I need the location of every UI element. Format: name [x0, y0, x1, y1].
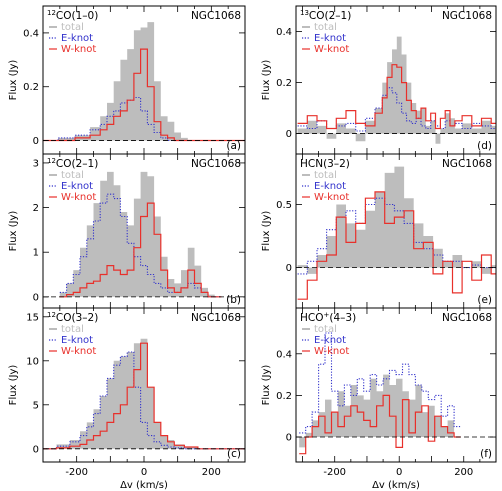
- source-name: NGC1068: [442, 312, 492, 324]
- y-axis-label: Flux (Jy): [261, 211, 272, 252]
- series-E-knot: [299, 332, 461, 434]
- y-tick-label: 10: [26, 356, 39, 367]
- axes-frame: [295, 307, 497, 463]
- legend-label-W-knot: W-knot: [61, 44, 96, 55]
- panel-label: (c): [227, 448, 241, 460]
- legend-label-total: total: [314, 170, 337, 181]
- x-tick-label: 0: [141, 467, 147, 478]
- y-tick-label: 0.5: [276, 200, 292, 211]
- series-total: [43, 22, 245, 141]
- series-total: [297, 166, 496, 274]
- series-total: [297, 36, 496, 144]
- legend-label-E-knot: E-knot: [61, 181, 93, 192]
- legend-label-W-knot: W-knot: [61, 346, 96, 357]
- panel-d: 0 0.2 0.4 Flux (Jy) 13CO(2–1) NGC1068 (d) total…: [261, 5, 497, 155]
- legend-label-total: total: [314, 22, 337, 33]
- series-W-knot: [299, 394, 461, 455]
- x-tick-label: 0: [396, 467, 402, 478]
- series-W-knot: [297, 64, 496, 130]
- y-tick-label: 2: [33, 203, 39, 214]
- plot-area: [43, 171, 245, 298]
- x-tick-label: 200: [202, 467, 221, 478]
- panel-b: 0 1 2 3 Flux (Jy) 12CO(2–1) NGC1068 (b) totalE-k…: [8, 153, 246, 309]
- x-tick-label: -200: [65, 467, 88, 478]
- y-axis-label: Flux (Jy): [261, 365, 272, 406]
- legend-label-total: total: [61, 22, 84, 33]
- panel-title: 12CO(1–0): [47, 9, 98, 22]
- panel-f: 0 0.2 0.4 -200 0 200 Δv (km/s) Flux (Jy) HCO+(4–…: [261, 307, 497, 491]
- source-name: NGC1068: [191, 158, 241, 170]
- source-name: NGC1068: [442, 158, 492, 170]
- y-tick-label: 0.4: [276, 27, 292, 38]
- legend-label-W-knot: W-knot: [314, 192, 349, 203]
- y-tick-label: 0.2: [276, 391, 292, 402]
- panel-title: 13CO(2–1): [300, 9, 351, 22]
- series-E-knot: [59, 193, 222, 298]
- series-W-knot: [59, 202, 222, 298]
- series-total: [43, 338, 245, 449]
- panel-label: (a): [226, 140, 241, 152]
- series-total: [299, 374, 461, 448]
- y-tick-label: 0.4: [276, 349, 292, 360]
- y-tick-label: 15: [26, 312, 39, 323]
- series-W-knot: [297, 191, 496, 300]
- source-name: NGC1068: [191, 10, 241, 22]
- plot-area: [43, 22, 245, 142]
- y-tick-label: 0.4: [23, 28, 39, 39]
- panel-title: 12CO(3–2): [47, 311, 98, 324]
- panel-title: HCN(3–2): [300, 158, 350, 170]
- series-E-knot: [43, 351, 245, 450]
- panel-label: (f): [480, 448, 492, 460]
- legend-label-W-knot: W-knot: [314, 44, 349, 55]
- plot-area: [43, 338, 245, 450]
- legend-label-E-knot: E-knot: [61, 33, 93, 44]
- plot-area: [296, 36, 496, 144]
- legend-label-E-knot: E-knot: [314, 181, 346, 192]
- y-tick-label: 0: [33, 136, 39, 147]
- panel-title: 12CO(2–1): [47, 157, 98, 170]
- legend-label-W-knot: W-knot: [314, 346, 349, 357]
- y-axis-label: Flux (Jy): [8, 60, 19, 101]
- source-name: NGC1068: [191, 312, 241, 324]
- x-tick-label: -200: [323, 467, 346, 478]
- x-axis-label: Δv (km/s): [372, 480, 420, 491]
- y-tick-label: 1: [33, 248, 39, 259]
- legend-label-total: total: [61, 170, 84, 181]
- y-axis-label: Flux (Jy): [261, 60, 272, 101]
- series-W-knot: [43, 342, 245, 450]
- x-tick-label: 200: [454, 467, 473, 478]
- legend-label-W-knot: W-knot: [61, 192, 96, 203]
- y-tick-label: 0: [286, 129, 292, 140]
- panel-label: (b): [226, 294, 241, 306]
- y-tick-label: 0.2: [276, 78, 292, 89]
- panel-label: (d): [477, 140, 492, 152]
- x-axis-label: Δv (km/s): [120, 480, 168, 491]
- y-tick-label: 0: [33, 292, 39, 303]
- panel-title: HCO+(4–3): [300, 311, 356, 324]
- source-name: NGC1068: [442, 10, 492, 22]
- y-tick-label: 0: [33, 444, 39, 455]
- legend-label-total: total: [314, 324, 337, 335]
- legend-label-E-knot: E-knot: [314, 33, 346, 44]
- y-tick-label: 0: [286, 263, 292, 274]
- legend-label-E-knot: E-knot: [314, 335, 346, 346]
- legend-label-total: total: [61, 324, 84, 335]
- y-axis-label: Flux (Jy): [8, 211, 19, 252]
- panel-label: (e): [477, 294, 492, 306]
- plot-area: [296, 166, 496, 300]
- y-tick-label: 3: [33, 158, 39, 169]
- plot-area: [296, 332, 496, 455]
- y-tick-label: 5: [33, 400, 39, 411]
- y-tick-label: 0: [286, 433, 292, 444]
- y-axis-label: Flux (Jy): [8, 365, 19, 406]
- panel-a: 0 0.2 0.4 Flux (Jy) 12CO(1–0) NGC1068 (a) total…: [8, 5, 246, 155]
- panel-e: 0 0.5 Flux (Jy) HCN(3–2) NGC1068 (e) totalE-kn…: [261, 153, 497, 309]
- legend-label-E-knot: E-knot: [61, 335, 93, 346]
- panel-c: 0 5 10 15 -200 0 200 Δv (km/s) Flux (Jy) 12CO(3–2…: [8, 307, 246, 491]
- y-tick-label: 0.2: [23, 82, 39, 93]
